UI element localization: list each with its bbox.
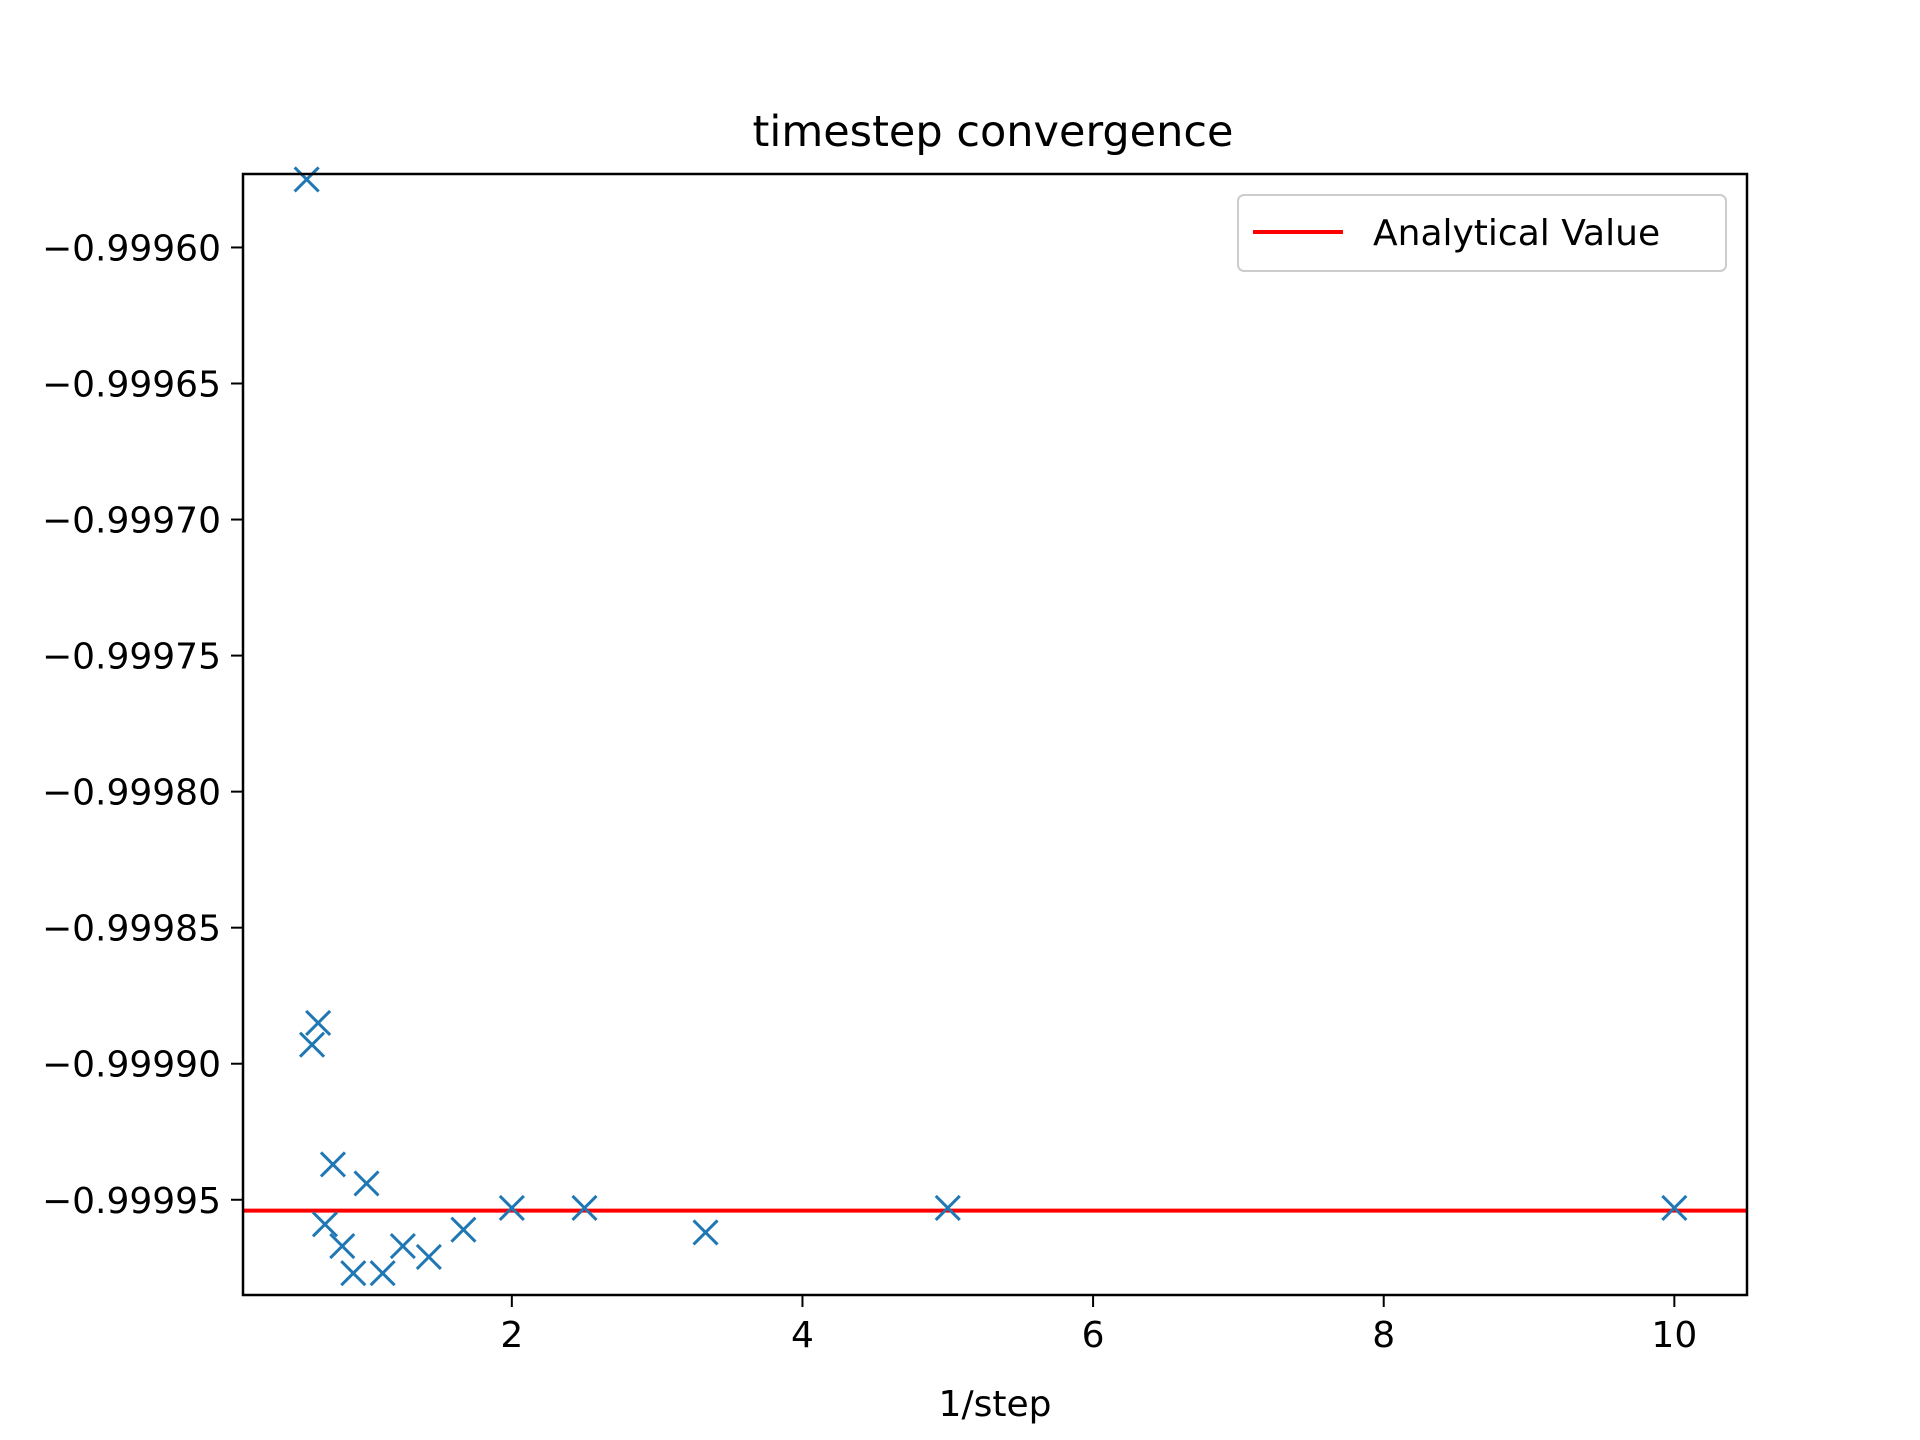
data-point (571, 1194, 598, 1221)
y-tick-label: −0.99995 (42, 1181, 221, 1222)
data-point (293, 166, 320, 193)
data-point (415, 1243, 442, 1270)
plot-area (243, 166, 1747, 1287)
data-point (353, 1170, 380, 1197)
data-point (450, 1216, 477, 1243)
data-point (1661, 1194, 1688, 1221)
legend: Analytical Value (1237, 194, 1727, 272)
data-point (298, 1031, 326, 1058)
y-tick-label: −0.99990 (42, 1045, 221, 1086)
x-tick-label: 2 (500, 1315, 523, 1356)
data-point (329, 1232, 356, 1260)
data-point (319, 1151, 347, 1178)
data-point (934, 1194, 961, 1221)
x-axis-label: 1/step (939, 1384, 1052, 1425)
x-tick-label: 4 (791, 1315, 814, 1356)
y-tick-label: −0.99980 (42, 773, 221, 814)
x-tick-label: 8 (1372, 1315, 1395, 1356)
y-tick-label: −0.99970 (42, 501, 221, 542)
data-point (369, 1260, 396, 1287)
data-point (311, 1211, 339, 1238)
data-point (692, 1219, 719, 1246)
data-point (498, 1194, 525, 1221)
y-tick-label: −0.99960 (42, 228, 221, 269)
data-point (389, 1232, 416, 1260)
data-point (305, 1009, 332, 1036)
axes-frame (241, 172, 1749, 1297)
x-tick-label: 6 (1082, 1315, 1105, 1356)
y-tick-label: −0.99965 (42, 365, 221, 406)
chart-title: timestep convergence (753, 107, 1234, 157)
legend-label-analytical-value: Analytical Value (1373, 213, 1660, 254)
y-tick-label: −0.99985 (42, 909, 221, 950)
x-tick-label: 10 (1651, 1315, 1697, 1356)
y-tick-label: −0.99975 (42, 637, 221, 678)
data-point (340, 1260, 367, 1287)
legend-box (1237, 194, 1727, 272)
